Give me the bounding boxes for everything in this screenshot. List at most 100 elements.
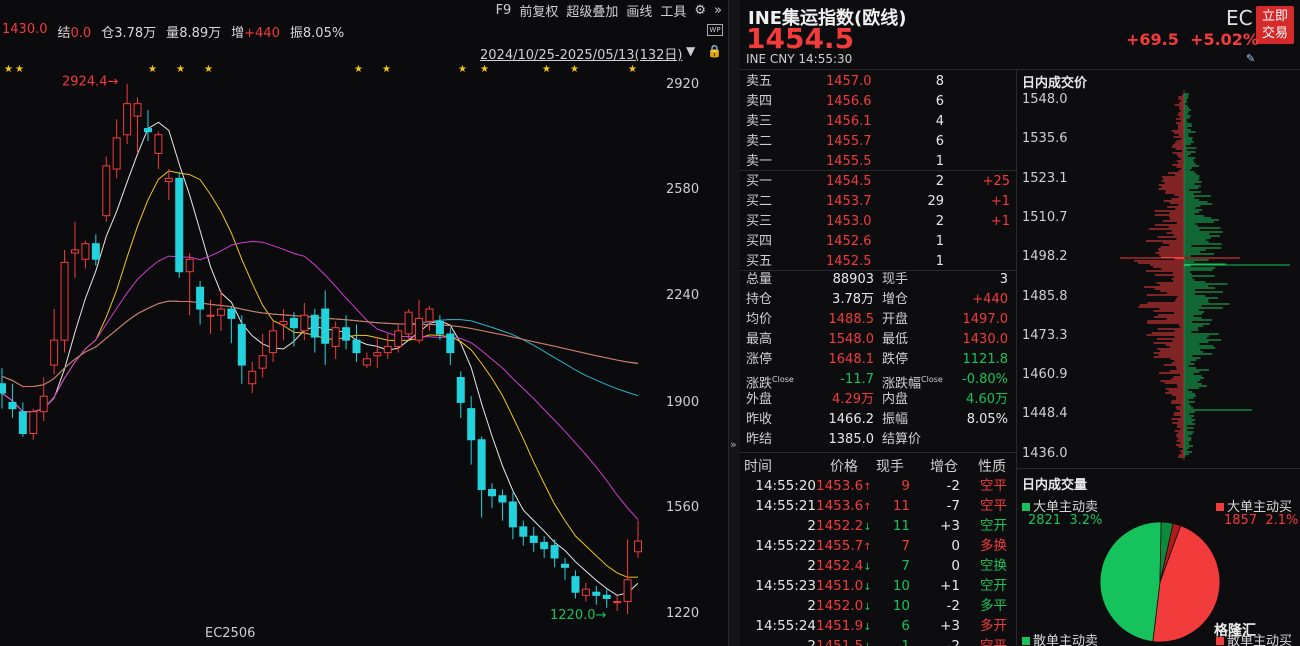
- edit-icon[interactable]: ✎: [1246, 52, 1256, 65]
- collapse-arrow-icon[interactable]: »: [730, 438, 737, 451]
- level-volume: 29: [927, 194, 944, 209]
- toolbar-adjust[interactable]: 前复权: [519, 4, 559, 20]
- kline-plot[interactable]: ★ ★ ★ ★ ★ ★ ★ ★ ★ ★ ★ ★ 2924.4→1220.0→: [0, 60, 660, 626]
- candle-body: [415, 317, 424, 341]
- candle-body: [498, 495, 507, 503]
- candle-body: [29, 411, 38, 435]
- level-volume: 1: [935, 254, 944, 269]
- event-star-icon: ★: [570, 64, 579, 75]
- tick-type: 多平: [980, 598, 1007, 614]
- candle-body: [112, 137, 121, 170]
- candle-body: [18, 411, 27, 435]
- date-range-label[interactable]: 2024/10/25-2025/05/13(132日): [480, 48, 683, 63]
- lock-icon[interactable]: 🔒: [707, 44, 722, 58]
- ask-row[interactable]: 卖三 1456.1 4: [744, 112, 1016, 132]
- candle-body: [321, 308, 330, 344]
- big-sell-label: 大单主动卖: [1033, 500, 1099, 515]
- tick-row: 14:55:20 1453.6↑ 9 -2 空平: [744, 476, 1016, 496]
- tick-volume: 7: [901, 558, 910, 574]
- tick-price: 1451.5↓: [816, 638, 872, 646]
- level-label: 卖五: [746, 74, 773, 89]
- event-star-icon: ★: [354, 64, 363, 75]
- stat-row: 均价 1488.5 开盘 1497.0: [744, 310, 1016, 330]
- stat-row: 持仓 3.78万 增仓 +440: [744, 290, 1016, 310]
- level-volume: 8: [935, 74, 944, 89]
- event-star-icon: ★: [4, 64, 13, 75]
- profile-title: 日内成交价: [1022, 76, 1088, 91]
- trade-now-button[interactable]: 立即 交易: [1256, 6, 1294, 44]
- panel-divider[interactable]: [728, 0, 740, 646]
- toolbar-tools[interactable]: 工具: [660, 4, 687, 20]
- tick-price: 1453.6↑: [816, 498, 872, 514]
- toolbar-f9[interactable]: F9: [495, 2, 512, 18]
- tick-oi-change: 0: [951, 538, 960, 554]
- ask-row[interactable]: 卖四 1456.6 6: [744, 92, 1016, 112]
- more-icon[interactable]: »: [714, 2, 722, 18]
- ask-row[interactable]: 卖一 1455.5 1: [744, 152, 1016, 172]
- tick-volume: 10: [892, 598, 910, 614]
- stat-label: 跌停: [882, 352, 909, 367]
- event-star-icon: ★: [204, 64, 213, 75]
- toolbar-draw[interactable]: 画线: [626, 4, 653, 20]
- contract-label: EC2506: [205, 626, 256, 641]
- level-label: 买一: [746, 174, 773, 189]
- candle-body: [373, 352, 382, 357]
- order-book: 卖五 1457.0 8 卖四 1456.6 6 卖三 1456.1 4 卖二 1455.7 6 卖一 14…: [744, 72, 1016, 272]
- stat-label: 振幅: [882, 412, 909, 427]
- gear-icon[interactable]: ⚙: [694, 2, 707, 18]
- profile-axis-label: 1436.0: [1022, 445, 1068, 461]
- wp-icon[interactable]: WP: [707, 24, 723, 36]
- tick-row: 14:55:21 1453.6↑ 11 -7 空平: [744, 496, 1016, 516]
- level-label: 买二: [746, 194, 773, 209]
- ma-line-5: [1, 121, 639, 596]
- kline-chart-panel[interactable]: F9 前复权 超级叠加 画线 工具 ⚙ » 1430.0 结0.0 仓3.78万…: [0, 0, 728, 646]
- tick-type: 多换: [980, 538, 1007, 554]
- level-price: 1453.7: [826, 194, 872, 209]
- tick-type: 空平: [980, 478, 1007, 494]
- candle-body: [289, 317, 298, 329]
- candle-body: [362, 358, 371, 366]
- candle-body: [175, 177, 184, 273]
- toolbar-overlay[interactable]: 超级叠加: [566, 4, 619, 20]
- tick-oi-change: -2: [946, 478, 960, 494]
- bid-row[interactable]: 买二 1453.7 29 +1: [744, 192, 1016, 212]
- tick-time: 2: [807, 518, 816, 534]
- candle-body: [102, 165, 111, 217]
- ohlc-oi-label: 仓: [101, 26, 115, 41]
- divider: [1016, 468, 1300, 469]
- bid-row[interactable]: 买四 1452.6 1: [744, 232, 1016, 252]
- tick-time: 14:55:21: [755, 498, 816, 514]
- candle-body: [70, 249, 79, 254]
- bid-row[interactable]: 买五 1452.5 1: [744, 252, 1016, 272]
- level-volume: 4: [935, 114, 944, 129]
- big-buy-label: 大单主动买: [1227, 500, 1293, 515]
- level-price: 1456.1: [826, 114, 872, 129]
- level-volume: 2: [935, 214, 944, 229]
- stat-value: +440: [972, 292, 1008, 307]
- stat-value: 1121.8: [962, 352, 1009, 367]
- candle-body: [613, 601, 622, 604]
- range-dropdown-icon[interactable]: ▼: [686, 44, 696, 58]
- candle-body: [331, 327, 340, 347]
- candle-body: [446, 333, 455, 354]
- tick-list[interactable]: 14:55:20 1453.6↑ 9 -2 空平 14:55:21 1453.6↑ 11 -7 空…: [744, 476, 1016, 646]
- profile-axis-label: 1448.4: [1022, 406, 1068, 422]
- candle-body: [154, 134, 163, 154]
- event-star-icon: ★: [542, 64, 551, 75]
- stat-value: 1648.1: [828, 352, 875, 367]
- candle-body: [342, 327, 351, 341]
- ask-row[interactable]: 卖二 1455.7 6: [744, 132, 1016, 152]
- ticks-header: 时间 价格 现手 增仓 性质: [744, 456, 1016, 476]
- ask-row[interactable]: 卖五 1457.0 8: [744, 72, 1016, 92]
- ohlc-oi: 3.78万: [114, 26, 157, 41]
- small-buy-label: 散单主动买: [1227, 634, 1293, 646]
- tick-time: 14:55:20: [755, 478, 816, 494]
- bid-row[interactable]: 买三 1453.0 2 +1: [744, 212, 1016, 232]
- high-label: 2924.4→: [62, 75, 118, 90]
- tick-time: 2: [807, 598, 816, 614]
- col-price: 价格: [830, 459, 858, 475]
- ma-line-20: [1, 240, 639, 520]
- stat-value: 3: [999, 272, 1008, 287]
- bid-row[interactable]: 买一 1454.5 2 +25: [744, 172, 1016, 192]
